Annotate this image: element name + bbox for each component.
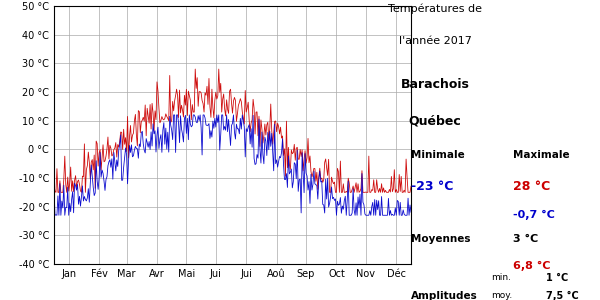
Text: l'année 2017: l'année 2017 (398, 36, 472, 46)
Text: Moyennes: Moyennes (411, 234, 470, 244)
Text: 7,5 °C: 7,5 °C (546, 291, 579, 300)
Text: Maximale: Maximale (513, 150, 569, 160)
Text: 6,8 °C: 6,8 °C (513, 261, 551, 271)
Text: Québec: Québec (409, 114, 461, 127)
Text: 3 °C: 3 °C (513, 234, 538, 244)
Text: Barachois: Barachois (401, 78, 469, 91)
Text: 1 °C: 1 °C (546, 273, 568, 283)
Text: -23 °C: -23 °C (411, 180, 454, 193)
Text: Minimale: Minimale (411, 150, 465, 160)
Text: 28 °C: 28 °C (513, 180, 550, 193)
Text: Amplitudes: Amplitudes (411, 291, 478, 300)
Text: moy.: moy. (491, 291, 512, 300)
Text: -0,7 °C: -0,7 °C (513, 210, 555, 220)
Text: Températures de: Températures de (388, 3, 482, 13)
Text: min.: min. (491, 273, 511, 282)
